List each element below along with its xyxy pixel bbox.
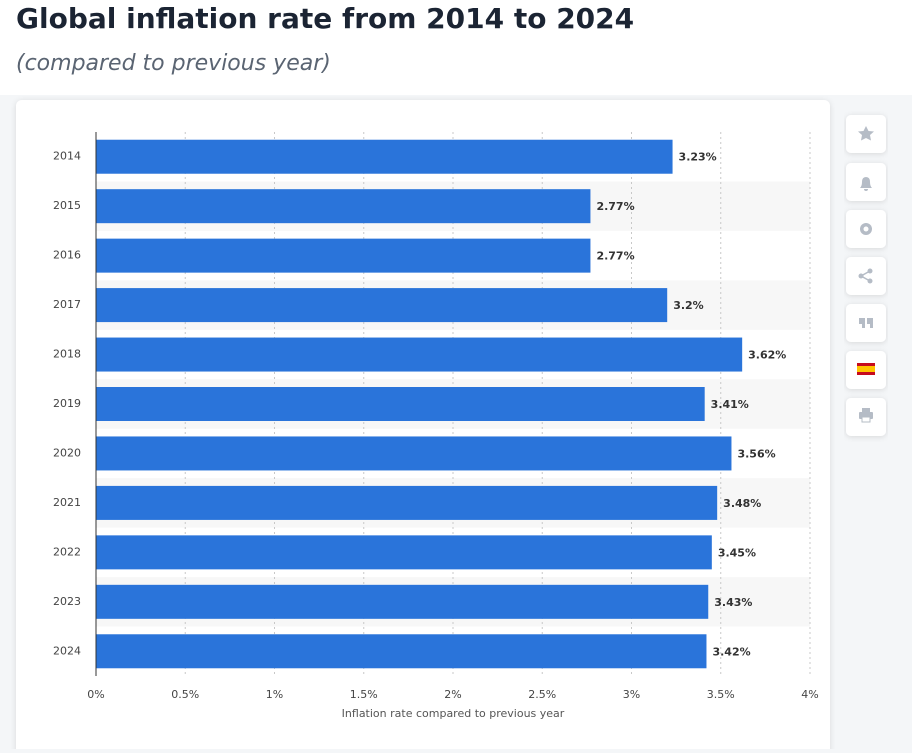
bell-icon [860, 177, 872, 191]
value-label: 2.77% [596, 250, 634, 263]
value-label: 3.42% [712, 645, 750, 658]
y-tick-label: 2018 [53, 348, 81, 361]
bar [96, 288, 668, 323]
x-tick-label: 1% [266, 688, 283, 701]
flag-icon [857, 363, 875, 375]
y-tick-label: 2016 [53, 249, 81, 262]
cite-button[interactable] [846, 304, 886, 342]
value-label: 3.41% [711, 398, 749, 411]
sidebar [846, 115, 886, 436]
value-label: 3.2% [673, 299, 704, 312]
value-label: 2.77% [596, 200, 634, 213]
chart-title: Global inflation rate from 2014 to 2024 [16, 2, 634, 35]
quote-icon [859, 318, 873, 328]
y-tick-label: 2017 [53, 298, 81, 311]
x-tick-label: 3% [623, 688, 640, 701]
x-tick-label: 0.5% [171, 688, 199, 701]
sidebar-icons [857, 126, 875, 423]
x-tick-label: 2.5% [528, 688, 556, 701]
bar [96, 634, 707, 669]
value-label: 3.56% [737, 447, 775, 460]
y-tick-label: 2024 [53, 644, 81, 657]
plot: 0% 0.5% 1% 1.5% 2% 2.5% 3% 3.5% 4% 2014 3.23% 2015 2… [53, 132, 819, 701]
y-tick-label: 2023 [53, 595, 81, 608]
bar [96, 584, 709, 619]
x-tick-label: 1.5% [350, 688, 378, 701]
bar [96, 238, 591, 273]
gear-hole [863, 226, 869, 232]
bar [96, 139, 673, 174]
x-tick-label: 0% [87, 688, 104, 701]
share-icon [858, 268, 873, 284]
bar [96, 535, 712, 570]
value-label: 3.43% [714, 596, 752, 609]
header-bg [0, 0, 912, 95]
bar [96, 337, 743, 372]
y-tick-label: 2020 [53, 446, 81, 459]
bar [96, 189, 591, 224]
star-icon [858, 126, 874, 141]
x-tick-label: 3.5% [707, 688, 735, 701]
value-label: 3.45% [718, 546, 756, 559]
share-button[interactable] [846, 257, 886, 295]
bar [96, 436, 732, 471]
value-label: 3.48% [723, 497, 761, 510]
x-tick-label: 4% [801, 688, 818, 701]
y-tick-label: 2021 [53, 496, 81, 509]
print-icon [859, 408, 873, 423]
x-tick-label: 2% [444, 688, 461, 701]
bar [96, 485, 718, 520]
value-label: 3.62% [748, 349, 786, 362]
y-tick-label: 2014 [53, 150, 81, 163]
chart-subtitle: (compared to previous year) [16, 51, 331, 76]
y-tick-label: 2019 [53, 397, 81, 410]
bar [96, 387, 705, 421]
y-tick-label: 2015 [53, 199, 81, 212]
value-label: 3.23% [679, 151, 717, 164]
y-tick-label: 2022 [53, 545, 81, 558]
x-axis-label: Inflation rate compared to previous year [342, 707, 565, 720]
